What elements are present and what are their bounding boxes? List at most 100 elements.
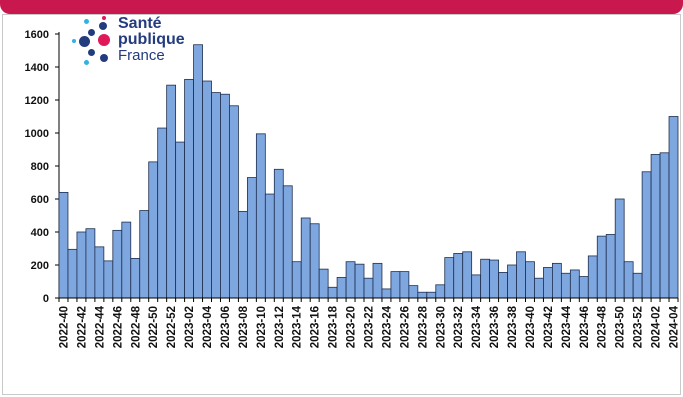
x-tick-label: 2023-36	[489, 306, 501, 348]
x-tick-label: 2023-02	[184, 306, 196, 348]
bar	[363, 277, 374, 299]
bar	[560, 272, 571, 299]
y-tick-label: 0	[43, 293, 49, 305]
bar	[408, 285, 419, 299]
x-tick-label: 2022-46	[112, 306, 124, 348]
bar	[435, 284, 446, 299]
bar	[668, 116, 679, 299]
x-axis: 2022-40 2022-42 2022-44 2022-46 2022-48 2022-…	[58, 297, 681, 348]
bar	[650, 154, 661, 299]
x-tick-label: 2023-24	[381, 305, 393, 348]
y-tick-label: 200	[31, 260, 49, 272]
bar	[246, 177, 257, 299]
bar	[641, 171, 652, 299]
logo-dot-icon	[102, 16, 106, 20]
bar	[632, 272, 643, 299]
bar	[372, 262, 383, 299]
bar	[623, 261, 634, 299]
bar	[166, 84, 177, 299]
bar	[417, 291, 428, 299]
y-tick-label: 1000	[25, 128, 49, 140]
x-tick-label: 2023-10	[256, 306, 268, 348]
bar	[444, 257, 455, 299]
y-tick-label: 600	[31, 194, 49, 206]
x-tick-label: 2023-16	[310, 306, 322, 348]
logo-dot-icon	[98, 34, 110, 46]
bar	[489, 259, 499, 299]
bar	[345, 261, 356, 299]
bar	[220, 93, 230, 299]
bar	[184, 78, 194, 299]
bar	[381, 288, 392, 299]
x-tick-label: 2022-44	[94, 305, 106, 348]
bar	[273, 168, 284, 299]
x-tick-label: 2023-34	[471, 305, 483, 348]
bar	[291, 261, 302, 299]
bars	[58, 44, 679, 299]
logo-dot-icon	[100, 54, 108, 62]
x-tick-label: 2022-40	[58, 306, 70, 348]
x-tick-label: 2023-40	[525, 306, 537, 348]
bar	[211, 92, 221, 299]
x-tick-label: 2023-46	[579, 306, 591, 348]
bar	[67, 248, 78, 299]
x-tick-label: 2022-48	[130, 305, 142, 348]
bar	[659, 152, 670, 299]
bar	[94, 246, 105, 299]
bar	[202, 80, 212, 299]
bar	[175, 141, 185, 299]
bar	[516, 251, 526, 299]
bar	[399, 271, 410, 299]
x-tick-label: 2023-06	[220, 306, 232, 348]
x-tick-label: 2023-50	[615, 306, 627, 348]
logo-dot-icon	[99, 22, 107, 30]
x-tick-label: 2023-08	[238, 305, 250, 348]
bar	[103, 260, 114, 299]
bar	[426, 291, 437, 299]
bar	[471, 274, 482, 299]
y-axis: 0 200 400 600 800 1000 1200 1400 1600	[25, 29, 60, 305]
y-tick-label: 1200	[25, 95, 49, 107]
bar	[525, 261, 535, 299]
bar	[578, 276, 589, 299]
bar	[139, 210, 150, 299]
logo-dot-icon	[79, 36, 90, 47]
bar	[157, 127, 168, 299]
bar	[318, 268, 329, 299]
x-tick-label: 2024-04	[669, 305, 681, 348]
bar	[130, 257, 141, 299]
bar	[587, 255, 598, 299]
bar	[121, 221, 132, 299]
brand-header-band	[0, 0, 683, 14]
bar	[498, 272, 508, 299]
x-tick-label: 2023-42	[543, 306, 555, 348]
logo-dot-icon	[88, 29, 95, 36]
bar	[58, 191, 69, 299]
bar	[605, 234, 616, 299]
x-tick-label: 2023-32	[453, 306, 465, 348]
x-tick-label: 2023-38	[507, 305, 519, 348]
y-tick-label: 1600	[25, 29, 49, 41]
bar	[390, 271, 401, 299]
bar	[282, 185, 293, 299]
x-tick-label: 2023-22	[364, 306, 376, 348]
bar	[614, 198, 625, 299]
bar	[354, 263, 365, 299]
bar	[569, 269, 580, 299]
bar	[264, 193, 275, 299]
bar	[507, 264, 517, 299]
bar	[327, 286, 338, 299]
logo-dot-icon	[88, 49, 95, 56]
bar	[462, 251, 473, 299]
x-tick-label: 2023-04	[202, 305, 214, 348]
x-tick-label: 2023-30	[435, 306, 447, 348]
bar	[255, 133, 266, 299]
bar	[596, 235, 607, 299]
bar	[229, 105, 239, 299]
bar	[238, 210, 248, 299]
chart-frame	[2, 14, 681, 395]
x-tick-label: 2024-02	[651, 306, 663, 348]
bar	[112, 229, 123, 299]
x-tick-label: 2023-48	[597, 305, 609, 348]
